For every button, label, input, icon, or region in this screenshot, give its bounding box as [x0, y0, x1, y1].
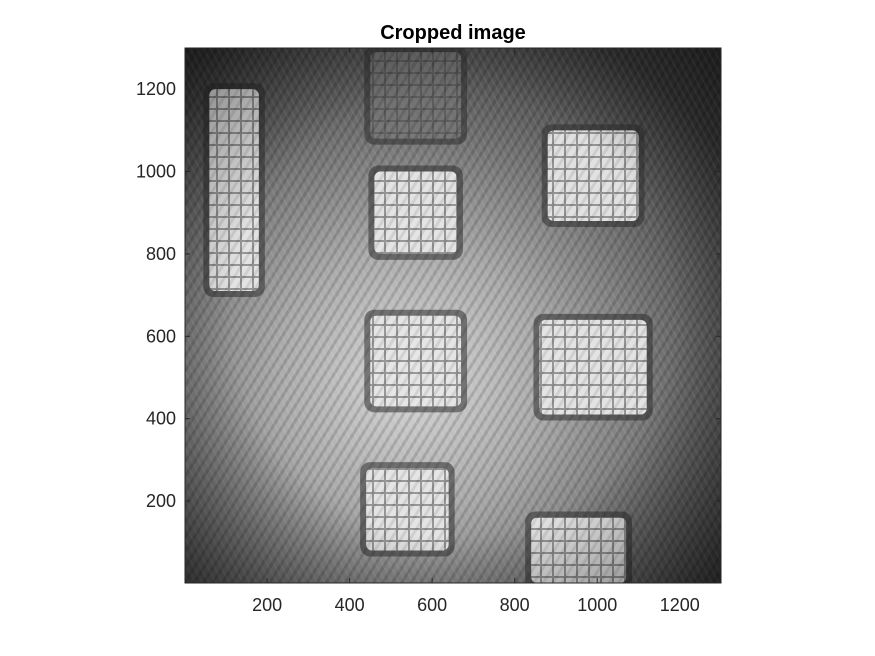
x-tick-label: 400 — [335, 595, 365, 615]
x-tick-label: 800 — [500, 595, 530, 615]
x-tick-label: 600 — [417, 595, 447, 615]
y-axis: 200 400 600 800 1000 1200 — [136, 79, 721, 511]
y-tick-label: 400 — [146, 409, 176, 429]
x-tick-label: 200 — [252, 595, 282, 615]
axes-box — [184, 47, 722, 584]
x-tick-label: 1000 — [577, 595, 617, 615]
y-tick-label: 1000 — [136, 162, 176, 182]
plot-title: Cropped image — [380, 22, 526, 44]
y-tick-label: 800 — [146, 244, 176, 264]
image-vignette — [185, 48, 721, 583]
y-tick-label: 200 — [146, 491, 176, 511]
x-tick-label: 1200 — [660, 595, 700, 615]
image-area — [185, 48, 721, 583]
y-tick-label: 1200 — [136, 79, 176, 99]
y-tick-label: 600 — [146, 326, 176, 346]
x-axis: 200 400 600 800 1000 1200 — [252, 48, 700, 615]
